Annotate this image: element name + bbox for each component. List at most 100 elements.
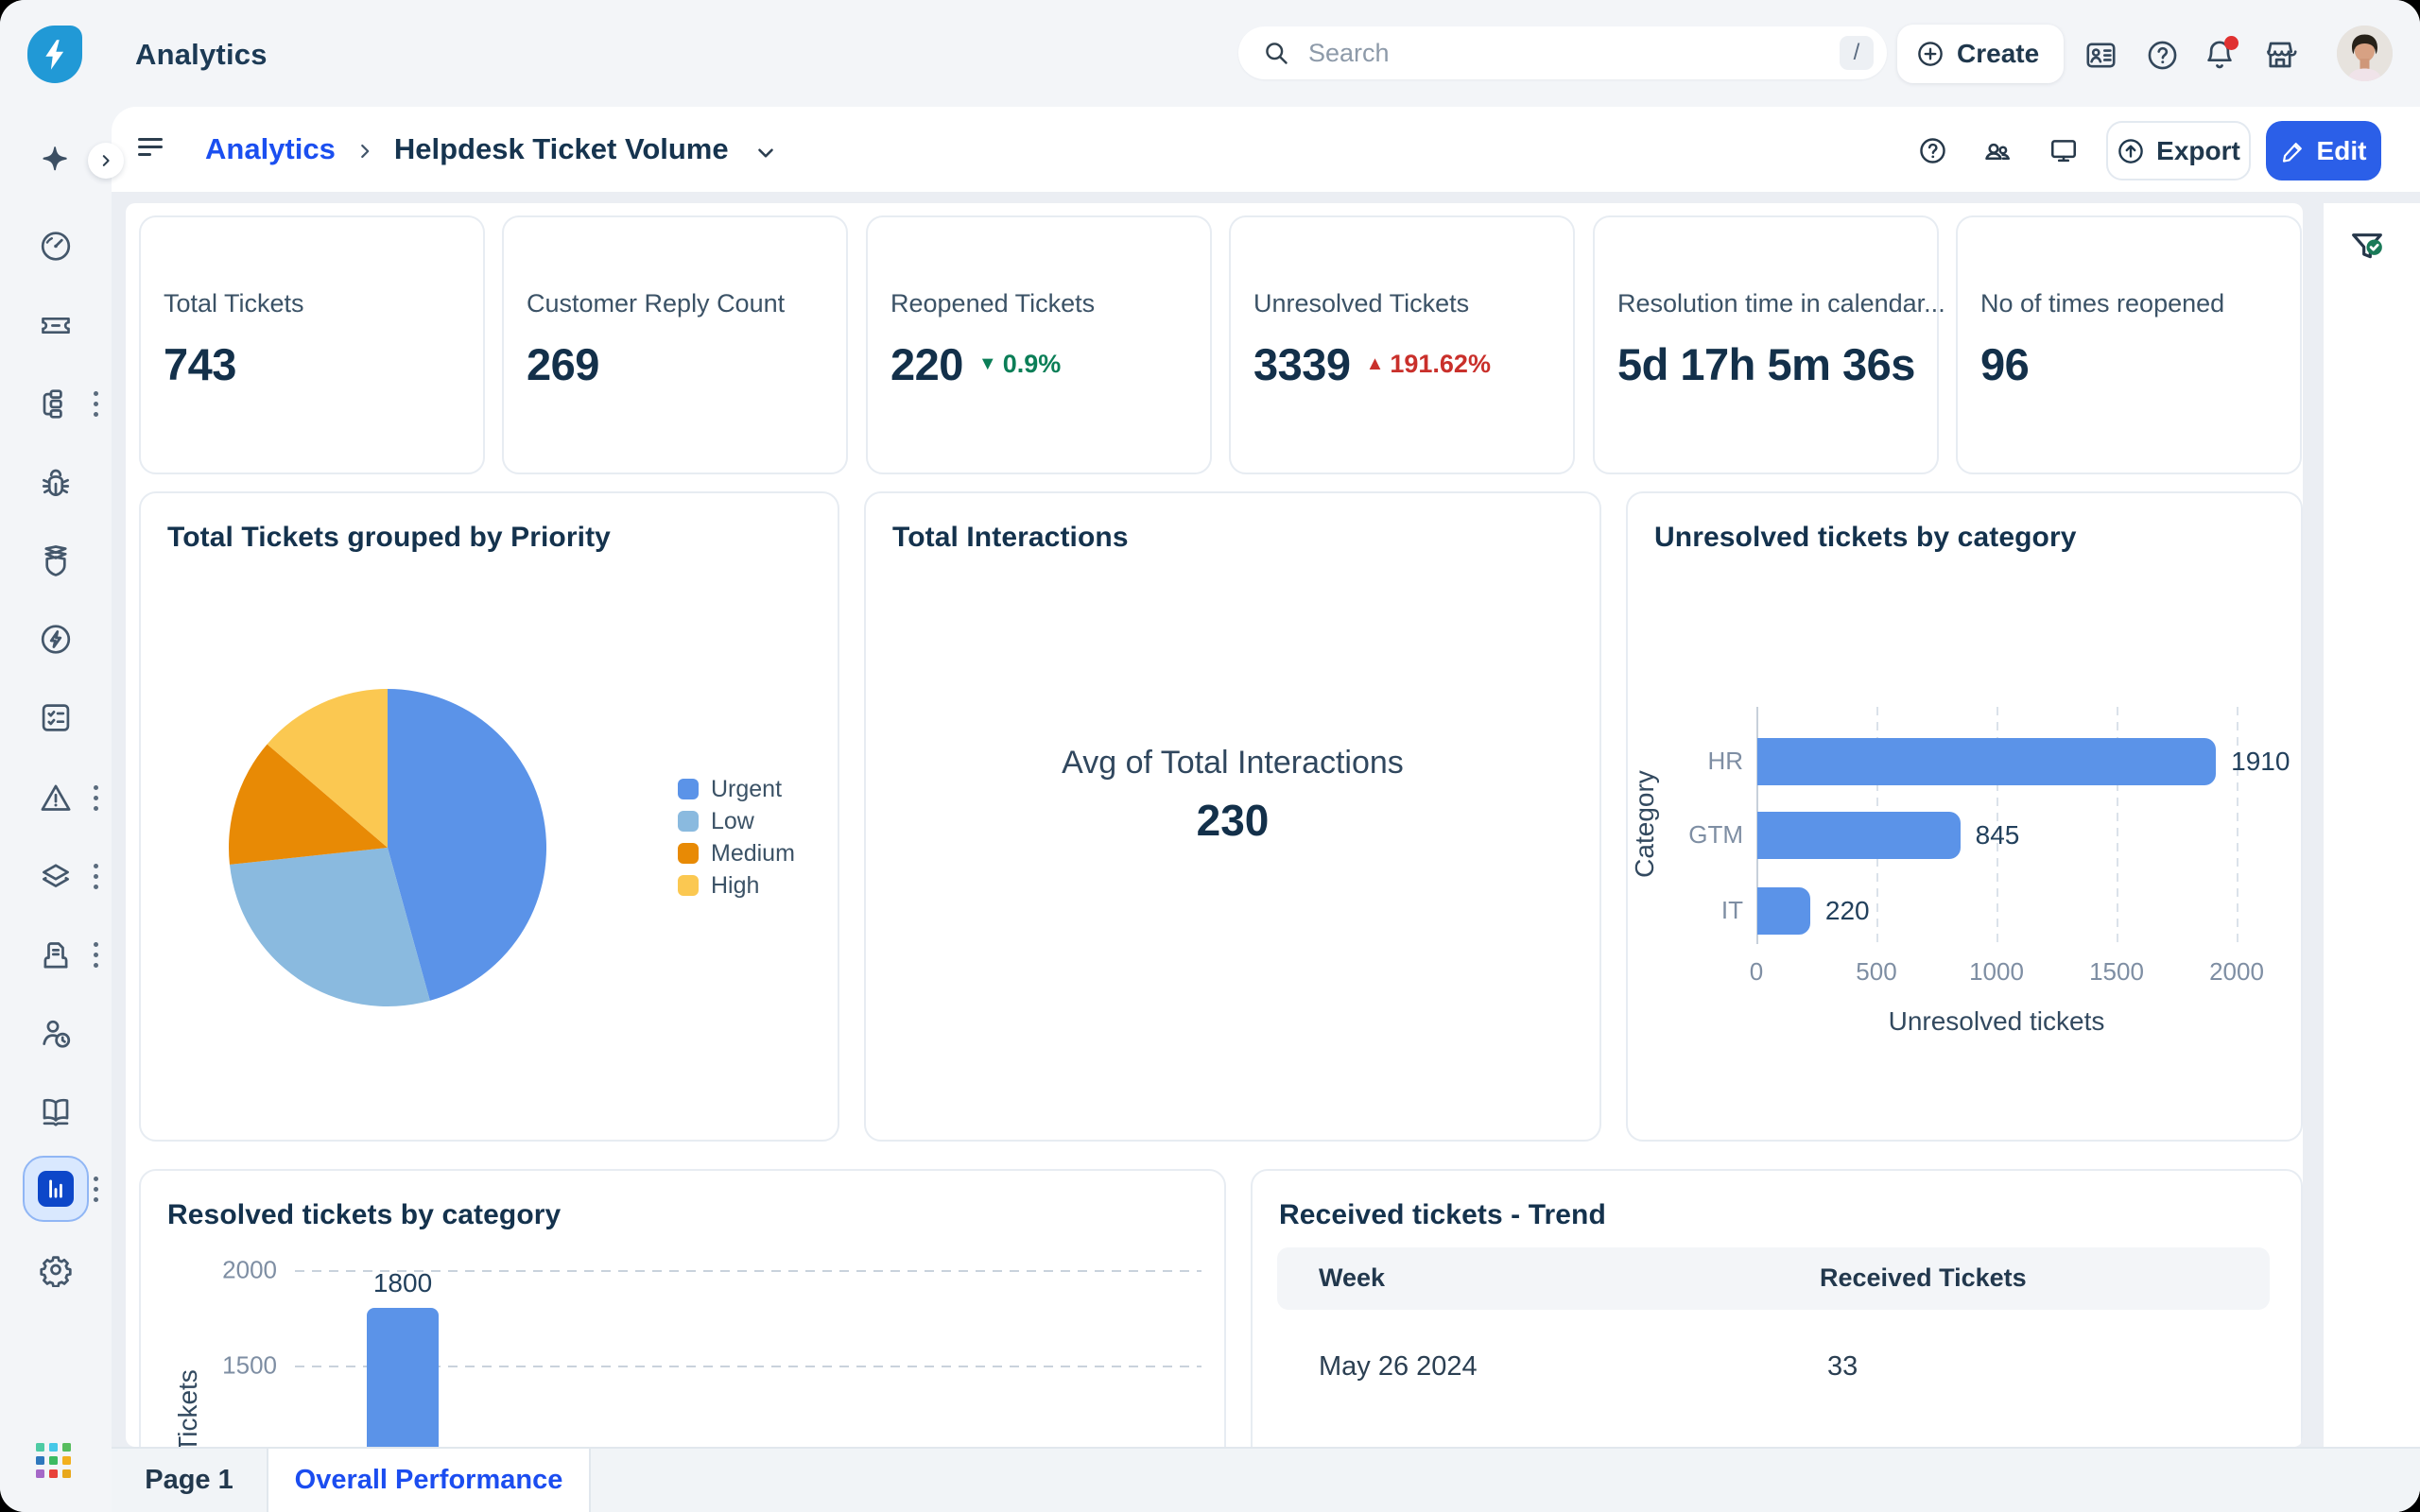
app-logo[interactable] [27, 26, 82, 83]
analytics-menu-dots[interactable] [91, 1172, 100, 1206]
search-input[interactable]: Search / [1238, 26, 1887, 79]
sidebar-item-automation[interactable] [39, 622, 73, 656]
sidebar-item-analytics[interactable] [23, 1156, 89, 1222]
breadcrumb-analytics-link[interactable]: Analytics [205, 132, 336, 165]
priority-pie-chart[interactable] [208, 668, 567, 1027]
gridline [295, 1270, 1201, 1272]
bar-hr[interactable] [367, 1308, 439, 1447]
kpi-label: Resolution time in calendar... [1617, 289, 1945, 318]
tab-overall-performance[interactable]: Overall Performance [268, 1449, 591, 1512]
legend-label: Urgent [711, 775, 783, 802]
trend-table-card[interactable]: Received tickets - Trend Week Received T… [1251, 1169, 2303, 1447]
workflows-menu-dots[interactable] [91, 387, 100, 421]
resolved-bar-chart-card[interactable]: Resolved tickets by category 2000 1500 180… [139, 1169, 1226, 1447]
bar-value-label: 1910 [2231, 747, 2290, 776]
kpi-card-times-reopened[interactable]: No of times reopened 96 [1956, 215, 2302, 474]
legend-label: Medium [711, 839, 795, 867]
sidebar-item-dashboard[interactable] [39, 229, 73, 263]
pie-slice-high[interactable] [267, 689, 388, 848]
bar-chart-icon [38, 1171, 74, 1207]
pie-slice-low[interactable] [229, 848, 430, 1007]
sidebar-expand-button[interactable] [88, 143, 124, 179]
kpi-value: 3339 [1253, 339, 1351, 389]
sidebar-item-tasks[interactable] [39, 700, 73, 734]
main-panel: Analytics Helpdesk Ticket Volume [112, 107, 2420, 1512]
chart-title: Received tickets - Trend [1279, 1199, 1606, 1230]
layers-icon [43, 863, 69, 887]
sidebar-item-workflows[interactable] [39, 387, 73, 421]
sidebar-item-alerts[interactable] [39, 781, 73, 815]
sidebar-item-service-level[interactable] [39, 543, 73, 577]
kpi-value: 269 [527, 339, 599, 389]
total-interactions-card[interactable]: Total Interactions Avg of Total Interact… [864, 491, 1601, 1142]
create-button[interactable]: Create [1897, 25, 2065, 83]
tab-page-1[interactable]: Page 1 [112, 1449, 268, 1512]
pie-slice-medium[interactable] [229, 744, 388, 865]
sidebar-item-layers[interactable] [39, 859, 73, 893]
unresolved-bar-chart-card[interactable]: Unresolved tickets by category 0 500 1000 1… [1626, 491, 2303, 1142]
pie-chart-card[interactable]: Total Tickets grouped by Priority Urgent… [139, 491, 839, 1142]
documents-menu-dots[interactable] [91, 937, 100, 971]
kpi-label: Unresolved Tickets [1253, 289, 1470, 318]
legend-swatch [678, 843, 699, 864]
sidebar-item-ai-assist[interactable] [39, 144, 73, 178]
apps-waffle-icon[interactable] [36, 1443, 72, 1479]
dashboard-canvas: Total Tickets 743 Customer Reply Count 2… [126, 203, 2303, 1447]
filter-icon[interactable] [2348, 228, 2386, 266]
edit-button[interactable]: Edit [2266, 121, 2381, 180]
sidebar-item-settings[interactable] [39, 1252, 73, 1287]
kpi-value: 96 [1980, 339, 2030, 389]
sidebar-item-documents[interactable] [39, 937, 73, 971]
bar-value-label: 1800 [372, 1268, 433, 1298]
layers-menu-dots[interactable] [91, 859, 100, 893]
contact-card-icon[interactable] [2083, 38, 2118, 72]
table-row[interactable]: May 26 2024 33 [1277, 1310, 2270, 1425]
alerts-menu-dots[interactable] [91, 781, 100, 815]
x-tick-label: 500 [1856, 957, 1897, 986]
kpi-card-customer-reply-count[interactable]: Customer Reply Count 269 [502, 215, 848, 474]
person-clock-icon [43, 1020, 71, 1048]
dashboard-body: Total Tickets 743 Customer Reply Count 2… [112, 192, 2420, 1512]
chart-title: Total Tickets grouped by Priority [167, 522, 611, 553]
sidebar-item-bugs[interactable] [39, 466, 73, 500]
legend-swatch [678, 875, 699, 896]
dashboard-switcher-caret-icon[interactable] [753, 141, 778, 165]
kpi-card-resolution-time[interactable]: Resolution time in calendar... 5d 17h 5m… [1593, 215, 1945, 474]
notifications-bell-icon[interactable] [2203, 36, 2238, 72]
sidebar-item-user-activity[interactable] [39, 1016, 73, 1050]
breadcrumb-chevron-icon [354, 141, 375, 162]
bar-it[interactable] [1757, 887, 1810, 935]
breadcrumb: Analytics Helpdesk Ticket Volume [205, 107, 778, 192]
legend-label: Low [711, 807, 754, 834]
search-shortcut-badge: / [1840, 36, 1874, 70]
dashboard-help-icon[interactable] [1917, 135, 1947, 165]
export-button[interactable]: Export [2106, 121, 2251, 180]
resolved-bar-chart[interactable]: 2000 1500 1800 Resolved Tickets [141, 1171, 1224, 1447]
marketplace-store-icon[interactable] [2263, 38, 2297, 72]
dashboard-header: Analytics Helpdesk Ticket Volume [112, 107, 2420, 192]
unresolved-bar-chart[interactable]: 0 500 1000 1500 2000 HR 1910 GTM 845 IT 220 Unresol… [1628, 493, 2301, 1140]
legend-label: High [711, 871, 760, 899]
bar-gtm[interactable] [1757, 812, 1961, 859]
kpi-card-reopened-tickets[interactable]: Reopened Tickets 220 ▼ 0.9% [866, 215, 1212, 474]
column-header-week: Week [1319, 1263, 1386, 1292]
sparkle-icon [43, 146, 67, 171]
category-label-it: IT [1720, 896, 1743, 924]
menu-icon[interactable] [138, 138, 163, 159]
x-tick-label: 1500 [2089, 957, 2144, 986]
kpi-card-unresolved-tickets[interactable]: Unresolved Tickets 3339 ▲ 191.62% [1229, 215, 1575, 474]
sidebar-item-knowledge-base[interactable] [39, 1094, 73, 1128]
pie-slice-urgent[interactable] [388, 689, 547, 1001]
bar-hr[interactable] [1757, 738, 2217, 785]
share-users-icon[interactable] [1982, 135, 2013, 165]
kpi-card-total-tickets[interactable]: Total Tickets 743 [139, 215, 485, 474]
sidebar-item-tickets[interactable] [39, 308, 73, 342]
present-monitor-icon[interactable] [2048, 135, 2079, 165]
x-axis-title: Unresolved tickets [1888, 1006, 2105, 1036]
kpi-value: 5d 17h 5m 36s [1617, 339, 1915, 389]
user-avatar[interactable] [2337, 26, 2393, 81]
kpi-delta-badge: ▼ 0.9% [977, 350, 1062, 378]
help-icon[interactable] [2145, 38, 2179, 72]
kpi-label: Customer Reply Count [527, 289, 786, 318]
